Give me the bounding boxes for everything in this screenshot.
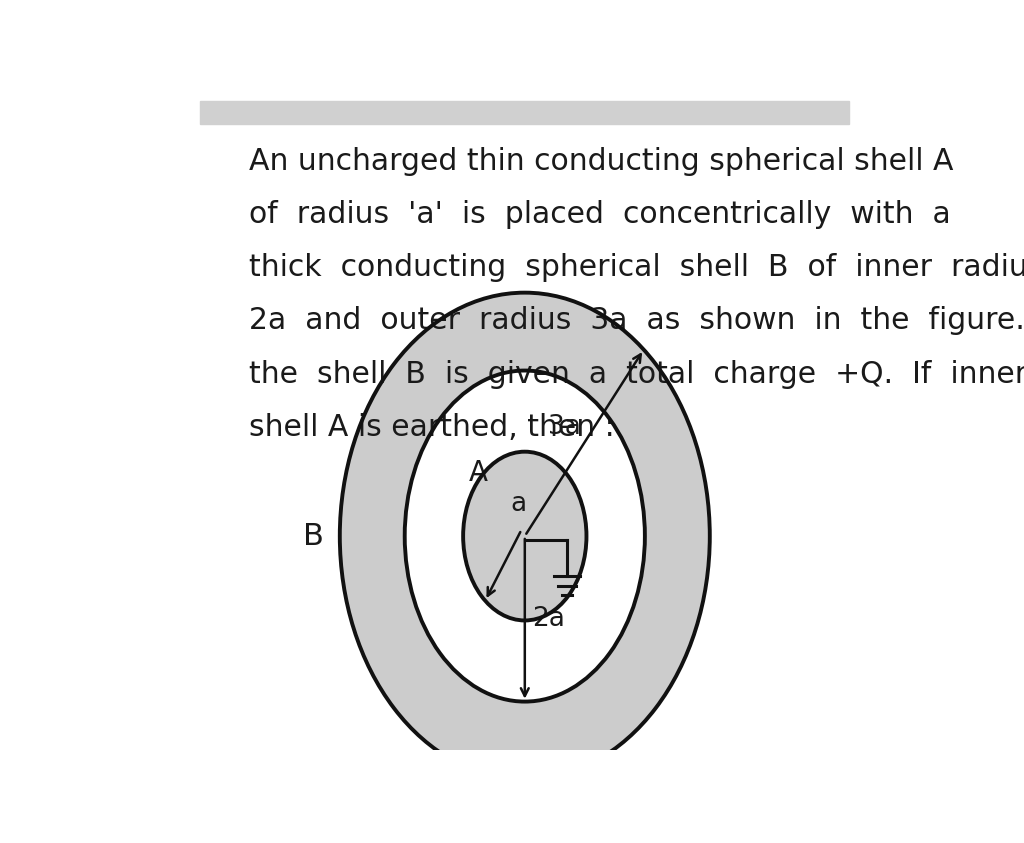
Text: shell A is earthed, then :: shell A is earthed, then : — [249, 413, 614, 442]
Text: 2a: 2a — [532, 606, 565, 631]
Text: thick  conducting  spherical  shell  B  of  inner  radius: thick conducting spherical shell B of in… — [249, 253, 1024, 282]
Bar — [201, 101, 849, 124]
Text: ∧: ∧ — [944, 795, 966, 824]
Text: 2a  and  outer  radius  3a  as  shown  in  the  figure.  If: 2a and outer radius 3a as shown in the f… — [249, 306, 1024, 336]
Text: a: a — [510, 491, 526, 517]
Text: of  radius  'a'  is  placed  concentrically  with  a: of radius 'a' is placed concentrically w… — [249, 200, 950, 228]
Ellipse shape — [340, 293, 710, 780]
Text: A: A — [469, 459, 487, 486]
Text: the  shell  B  is  given  a  total  charge  +Q.  If  inner: the shell B is given a total charge +Q. … — [249, 359, 1024, 389]
Text: 3a: 3a — [548, 414, 582, 439]
Ellipse shape — [463, 452, 587, 620]
Text: An uncharged thin conducting spherical shell A: An uncharged thin conducting spherical s… — [249, 147, 953, 175]
Text: B: B — [303, 522, 324, 550]
Ellipse shape — [404, 371, 645, 701]
